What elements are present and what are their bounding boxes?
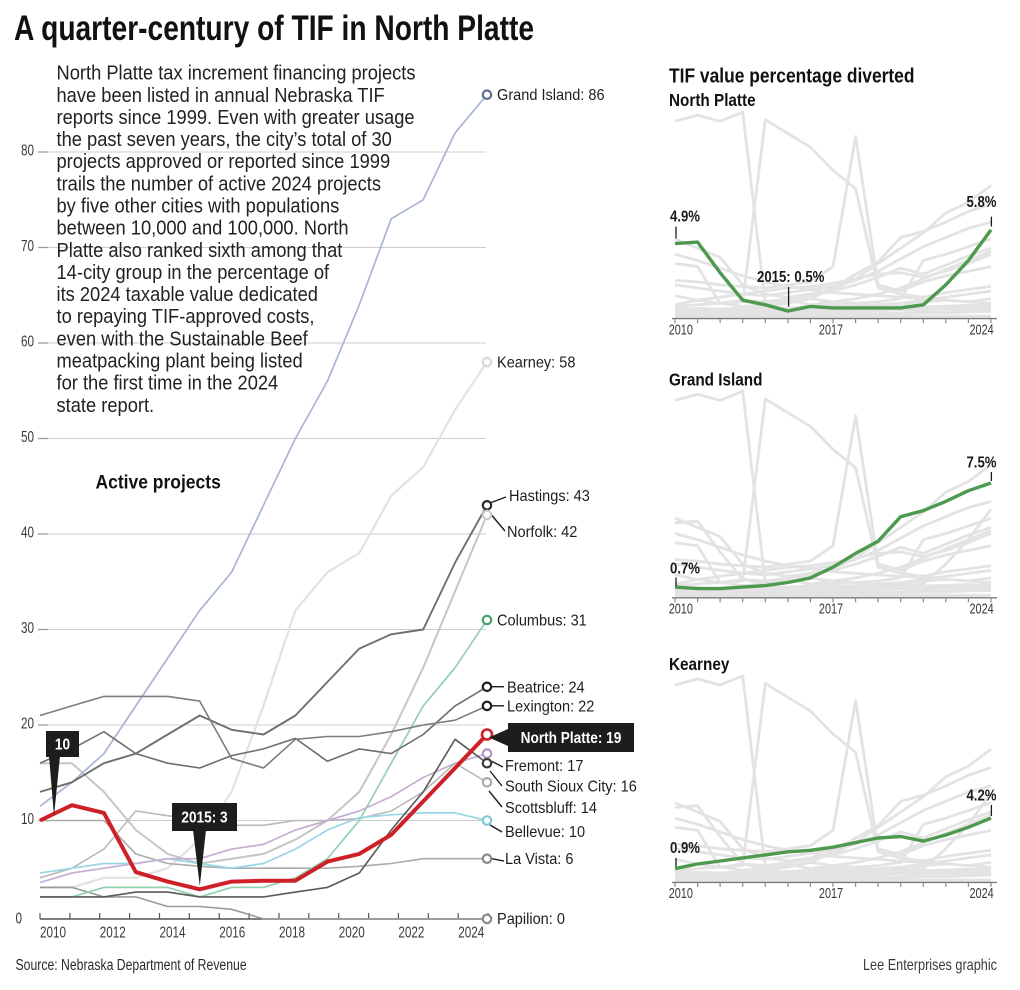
svg-text:Columbus: 31: Columbus: 31 <box>497 612 587 630</box>
svg-text:La Vista: 6: La Vista: 6 <box>505 850 573 868</box>
svg-text:40: 40 <box>21 524 34 541</box>
svg-text:North Platte: 19: North Platte: 19 <box>521 730 622 747</box>
svg-text:0: 0 <box>15 910 22 927</box>
svg-text:10: 10 <box>21 810 34 827</box>
svg-text:TIF value percentage diverted: TIF value percentage diverted <box>669 64 914 86</box>
svg-text:2017: 2017 <box>819 884 843 901</box>
svg-text:Platte also ranked sixth among: Platte also ranked sixth among that <box>57 240 343 262</box>
svg-text:Grand Island: 86: Grand Island: 86 <box>497 87 605 105</box>
svg-text:its 2024 taxable value dedicat: its 2024 taxable value dedicated <box>57 284 318 306</box>
svg-text:projects approved or reported: projects approved or reported since 1999 <box>57 152 391 174</box>
svg-text:2018: 2018 <box>279 924 305 941</box>
svg-text:10: 10 <box>55 737 70 754</box>
svg-text:have been listed in annual Neb: have been listed in annual Nebraska TIF <box>57 85 385 107</box>
svg-text:2022: 2022 <box>398 924 424 941</box>
svg-text:2017: 2017 <box>819 321 843 338</box>
svg-text:South Sioux City: 16: South Sioux City: 16 <box>505 778 637 796</box>
svg-text:60: 60 <box>21 333 34 350</box>
svg-text:2010: 2010 <box>669 884 693 901</box>
svg-text:2015: 3: 2015: 3 <box>181 810 227 827</box>
svg-text:30: 30 <box>21 619 34 636</box>
svg-text:reports since 1999. Even with: reports since 1999. Even with greater us… <box>57 107 415 129</box>
svg-text:Bellevue: 10: Bellevue: 10 <box>505 823 585 841</box>
svg-text:North Platte tax increment fin: North Platte tax increment financing pro… <box>57 63 416 85</box>
svg-text:Kearney: 58: Kearney: 58 <box>497 354 575 372</box>
svg-text:5.8%: 5.8% <box>966 194 996 211</box>
svg-text:Papilion: 0: Papilion: 0 <box>497 910 565 928</box>
svg-text:2010: 2010 <box>669 321 693 338</box>
svg-text:Kearney: Kearney <box>669 654 730 674</box>
svg-text:Lexington: 22: Lexington: 22 <box>507 698 594 716</box>
svg-text:20: 20 <box>21 715 34 732</box>
svg-text:Hastings: 43: Hastings: 43 <box>509 487 590 505</box>
svg-text:0.9%: 0.9% <box>670 840 700 857</box>
svg-text:even with the Sustainable Beef: even with the Sustainable Beef <box>57 329 309 351</box>
svg-text:2016: 2016 <box>219 924 245 941</box>
svg-text:2010: 2010 <box>40 924 66 941</box>
svg-text:2017: 2017 <box>819 600 843 617</box>
svg-text:for the first time in the 2024: for the first time in the 2024 <box>57 373 279 395</box>
svg-text:the past seven years, the city: the past seven years, the city’s total o… <box>57 129 392 151</box>
svg-text:A quarter-century of TIF in No: A quarter-century of TIF in North Platte <box>14 8 534 48</box>
svg-text:14-city group in the percentag: 14-city group in the percentage of <box>57 262 330 284</box>
svg-text:Fremont: 17: Fremont: 17 <box>505 757 583 775</box>
svg-text:7.5%: 7.5% <box>966 455 996 472</box>
svg-text:4.9%: 4.9% <box>670 208 700 225</box>
svg-text:Scottsbluff: 14: Scottsbluff: 14 <box>505 799 597 817</box>
svg-text:trails the number of active 20: trails the number of active 2024 project… <box>57 174 381 196</box>
svg-text:North Platte: North Platte <box>669 90 756 110</box>
svg-text:4.2%: 4.2% <box>966 788 996 805</box>
svg-text:0.7%: 0.7% <box>670 561 700 578</box>
svg-text:70: 70 <box>21 237 34 254</box>
svg-text:Grand Island: Grand Island <box>669 369 762 389</box>
svg-text:2012: 2012 <box>100 924 126 941</box>
svg-text:Source: Nebraska Department of: Source: Nebraska Department of Revenue <box>16 955 247 973</box>
svg-text:2024: 2024 <box>970 321 994 338</box>
svg-text:2014: 2014 <box>159 924 185 941</box>
svg-text:2010: 2010 <box>669 600 693 617</box>
svg-text:Active projects: Active projects <box>96 471 221 493</box>
svg-text:meatpacking plant being listed: meatpacking plant being listed <box>57 351 303 373</box>
svg-text:Norfolk: 42: Norfolk: 42 <box>507 523 577 541</box>
svg-text:2024: 2024 <box>458 924 484 941</box>
svg-text:2020: 2020 <box>339 924 365 941</box>
svg-text:2024: 2024 <box>970 884 994 901</box>
svg-text:2015: 0.5%: 2015: 0.5% <box>757 269 825 286</box>
svg-text:2024: 2024 <box>970 600 994 617</box>
svg-text:Beatrice: 24: Beatrice: 24 <box>507 679 585 697</box>
svg-text:80: 80 <box>21 142 34 159</box>
svg-text:to repaying TIF-approved costs: to repaying TIF-approved costs, <box>57 307 315 329</box>
svg-text:50: 50 <box>21 428 34 445</box>
svg-text:state report.: state report. <box>57 395 155 417</box>
svg-text:Lee Enterprises graphic: Lee Enterprises graphic <box>863 956 997 973</box>
svg-text:between 10,000 and 100,000. No: between 10,000 and 100,000. North <box>57 218 349 240</box>
svg-text:by five other cities with popu: by five other cities with populations <box>57 196 340 218</box>
